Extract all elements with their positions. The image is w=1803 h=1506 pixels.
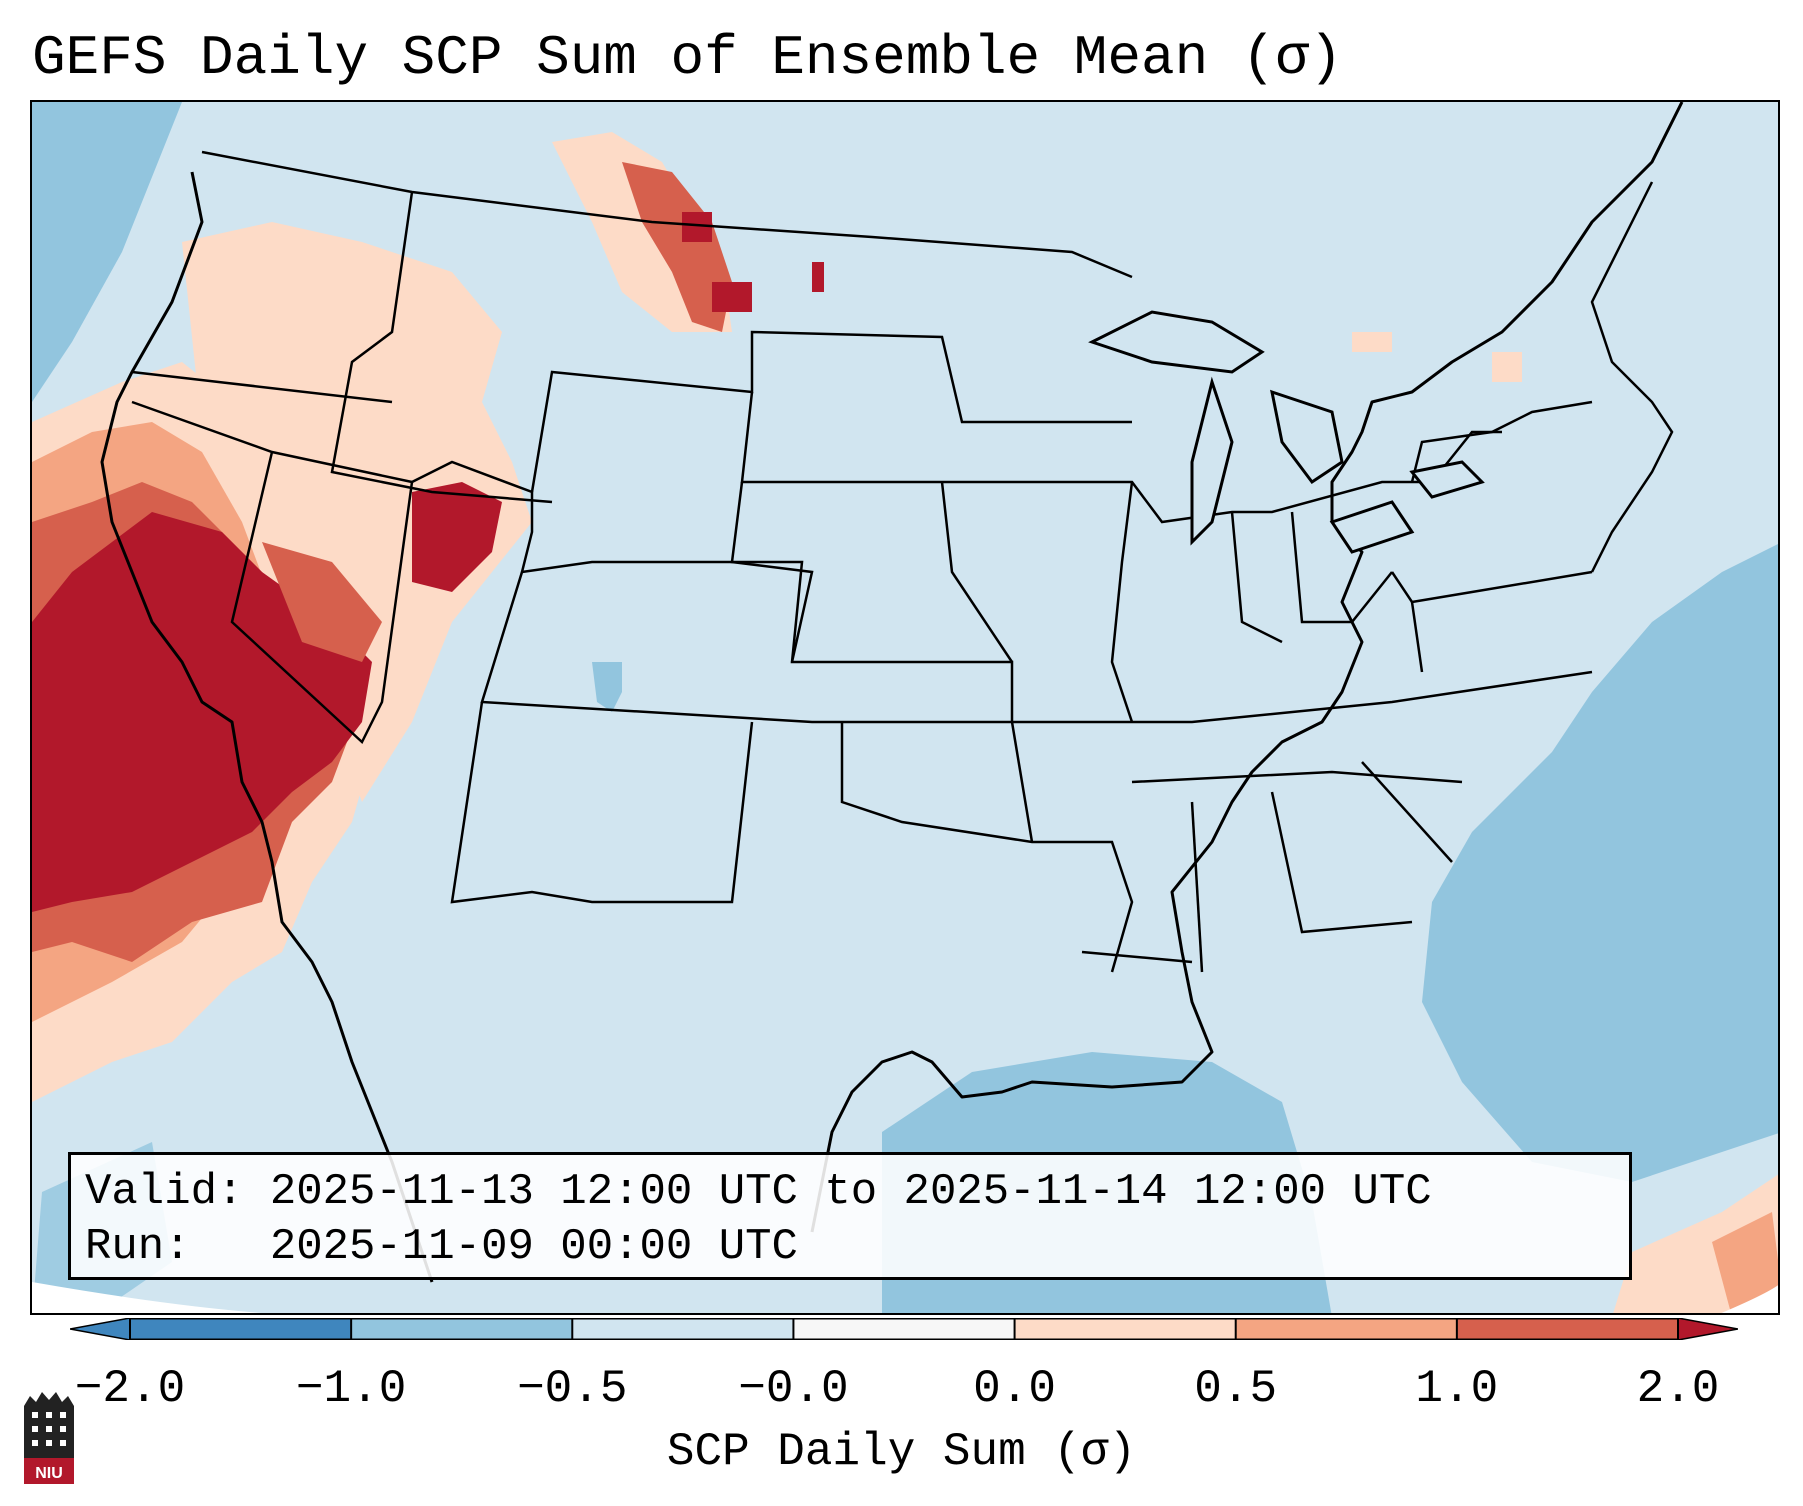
- colorbar-segment: [1456, 1318, 1679, 1340]
- colorbar-tick-label: 1.0: [1415, 1363, 1499, 1415]
- logo-text: NIU: [35, 1465, 63, 1482]
- colorbar-label: SCP Daily Sum (σ): [666, 1426, 1137, 1478]
- run-value: 2025-11-09 00:00 UTC: [269, 1222, 798, 1272]
- colorbar-tick-label: 0.0: [973, 1363, 1056, 1415]
- peach-spot-ny: [1492, 352, 1522, 382]
- colorbar-tick-label: 0.5: [1194, 1363, 1278, 1415]
- chart-title: GEFS Daily SCP Sum of Ensemble Mean (σ): [32, 26, 1343, 90]
- colorbar-segment: [1235, 1318, 1458, 1340]
- colorbar-segment: [1014, 1318, 1237, 1340]
- run-row: Run: 2025-11-09 00:00 UTC: [85, 1220, 1615, 1275]
- blue-patch-colorado: [592, 662, 622, 712]
- map-canvas: [32, 102, 1778, 1313]
- run-label: Run:: [85, 1222, 191, 1272]
- anomaly-peach-interior: [182, 222, 532, 802]
- colorbar: [70, 1318, 1738, 1340]
- colorbar-segment: [351, 1318, 573, 1340]
- niu-logo: NIU: [24, 1392, 74, 1484]
- caribbean-orange: [1712, 1212, 1778, 1313]
- anomaly-darkred-idaho: [412, 482, 502, 592]
- colorbar-tick-label: 2.0: [1636, 1363, 1720, 1415]
- colorbar-segment: [572, 1318, 794, 1340]
- colorbar-tick-label: −0.0: [738, 1363, 849, 1415]
- valid-run-box: Valid: 2025-11-13 12:00 UTC to 2025-11-1…: [68, 1152, 1632, 1280]
- atlantic-blue-region: [1422, 544, 1778, 1182]
- peach-spot-lake: [1352, 332, 1392, 352]
- anomaly-darkred-montana-b: [712, 282, 752, 312]
- colorbar-segment: [130, 1318, 352, 1340]
- state-boundaries: [131, 150, 1674, 973]
- coastline-outline: [100, 102, 1684, 1283]
- valid-label: Valid:: [85, 1167, 244, 1217]
- colorbar-tick-label: −1.0: [295, 1363, 407, 1415]
- anomaly-darkred-nd: [812, 262, 824, 292]
- pacific-blue-region: [32, 102, 182, 402]
- anomaly-darkred-california: [32, 512, 372, 912]
- map-panel: [30, 100, 1780, 1315]
- valid-value: 2025-11-13 12:00 UTC to 2025-11-14 12:00…: [269, 1167, 1432, 1217]
- colorbar-tick-label: −0.5: [517, 1363, 628, 1415]
- colorbar-extend-low: [70, 1318, 131, 1340]
- colorbar-tick-label: −2.0: [74, 1363, 186, 1415]
- anomaly-red-montana: [622, 162, 732, 332]
- colorbar-segment: [793, 1318, 1016, 1340]
- anomaly-red-nevada: [262, 542, 382, 662]
- valid-row: Valid: 2025-11-13 12:00 UTC to 2025-11-1…: [85, 1165, 1615, 1220]
- bottom-corner-white: [32, 1282, 262, 1313]
- colorbar-extend-high: [1677, 1318, 1738, 1340]
- great-lakes: [1088, 310, 1485, 554]
- bottom-right-white: [1721, 1285, 1778, 1313]
